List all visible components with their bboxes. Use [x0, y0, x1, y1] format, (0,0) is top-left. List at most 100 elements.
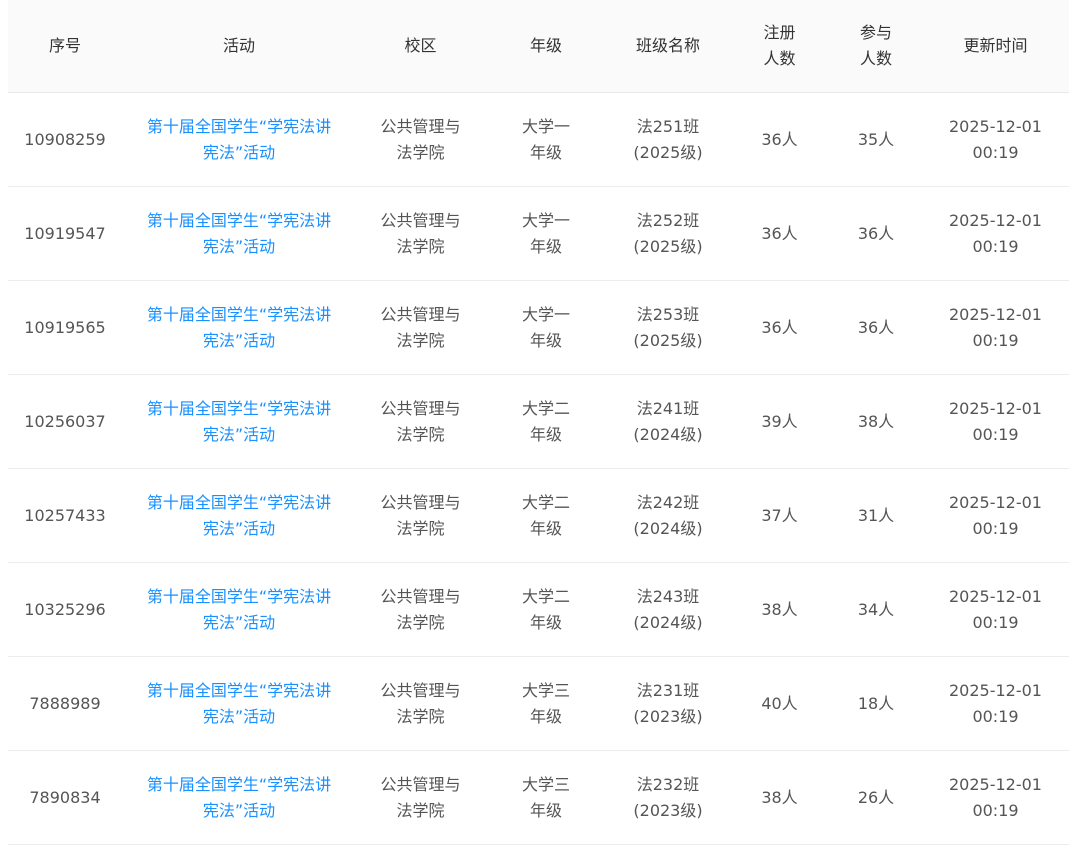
participated-count: 31人: [857, 505, 895, 525]
participated-count-cell: 36人: [830, 280, 922, 375]
updated-time: 2025-12-01 00:19: [949, 398, 1042, 444]
updated-time: 2025-12-01 00:19: [949, 116, 1042, 162]
row-id-cell: 7888989: [8, 656, 122, 751]
header-grade[interactable]: 年级: [485, 0, 607, 93]
updated-time-cell: 2025-12-01 00:19: [922, 374, 1069, 469]
header-campus[interactable]: 校区: [356, 0, 485, 93]
registered-count-cell: 36人: [729, 92, 830, 187]
class-name: 法243班(2024级): [633, 586, 703, 632]
updated-time: 2025-12-01 00:19: [949, 304, 1042, 350]
table-row: 7888989 第十届全国学生“学宪法讲宪法”活动 公共管理与法学院 大学三年级 法23…: [8, 656, 1069, 751]
row-id-cell: 10257433: [8, 468, 122, 563]
activity-link[interactable]: 第十届全国学生“学宪法讲宪法”活动: [146, 774, 332, 820]
participated-count-cell: 26人: [830, 750, 922, 845]
table-row: 10908259 第十届全国学生“学宪法讲宪法”活动 公共管理与法学院 大学一年级 法2…: [8, 92, 1069, 187]
updated-time: 2025-12-01 00:19: [949, 586, 1042, 632]
registered-count-cell: 38人: [729, 750, 830, 845]
participated-count-cell: 18人: [830, 656, 922, 751]
activity-link[interactable]: 第十届全国学生“学宪法讲宪法”活动: [146, 210, 332, 256]
activity-link[interactable]: 第十届全国学生“学宪法讲宪法”活动: [146, 304, 332, 350]
row-id-cell: 10908259: [8, 92, 122, 187]
class-name-cell: 法241班(2024级): [607, 374, 729, 469]
registered-count-cell: 38人: [729, 562, 830, 657]
header-class-name[interactable]: 班级名称: [607, 0, 729, 93]
header-id[interactable]: 序号: [8, 0, 122, 93]
updated-time: 2025-12-01 00:19: [949, 774, 1042, 820]
table-header-row: 序号 活动 校区 年级 班级名称 注册人数 参与人数 更新时间: [8, 0, 1069, 93]
class-name-cell: 法231班(2023级): [607, 656, 729, 751]
header-participated[interactable]: 参与人数: [830, 0, 922, 93]
activity-link[interactable]: 第十届全国学生“学宪法讲宪法”活动: [146, 116, 332, 162]
row-id: 7890834: [29, 787, 101, 807]
grade-cell: 大学一年级: [485, 92, 607, 187]
participated-count-cell: 31人: [830, 468, 922, 563]
registered-count-cell: 36人: [729, 186, 830, 281]
class-name: 法242班(2024级): [633, 492, 703, 538]
activity-link-cell: 第十届全国学生“学宪法讲宪法”活动: [122, 92, 356, 187]
registered-count-cell: 40人: [729, 656, 830, 751]
campus: 公共管理与法学院: [380, 304, 461, 350]
campus-cell: 公共管理与法学院: [356, 186, 485, 281]
row-id-cell: 10919547: [8, 186, 122, 281]
campus-cell: 公共管理与法学院: [356, 562, 485, 657]
grade-cell: 大学一年级: [485, 186, 607, 281]
row-id: 10325296: [24, 599, 106, 619]
header-updated[interactable]: 更新时间: [922, 0, 1069, 93]
grade: 大学三年级: [521, 680, 570, 726]
participated-count: 36人: [857, 223, 895, 243]
activity-link[interactable]: 第十届全国学生“学宪法讲宪法”活动: [146, 492, 332, 538]
activity-link-cell: 第十届全国学生“学宪法讲宪法”活动: [122, 186, 356, 281]
updated-time-cell: 2025-12-01 00:19: [922, 280, 1069, 375]
campus: 公共管理与法学院: [380, 774, 461, 820]
activity-link-cell: 第十届全国学生“学宪法讲宪法”活动: [122, 562, 356, 657]
row-id: 10256037: [24, 411, 106, 431]
activity-link-cell: 第十届全国学生“学宪法讲宪法”活动: [122, 750, 356, 845]
grade: 大学二年级: [521, 398, 570, 444]
campus-cell: 公共管理与法学院: [356, 280, 485, 375]
updated-time-cell: 2025-12-01 00:19: [922, 750, 1069, 845]
class-name: 法241班(2024级): [633, 398, 703, 444]
campus: 公共管理与法学院: [380, 492, 461, 538]
header-registered[interactable]: 注册人数: [729, 0, 830, 93]
row-id: 10257433: [24, 505, 106, 525]
class-name: 法251班(2025级): [633, 116, 703, 162]
grade: 大学二年级: [521, 586, 570, 632]
registered-count: 37人: [761, 505, 798, 525]
table-row: 10325296 第十届全国学生“学宪法讲宪法”活动 公共管理与法学院 大学二年级 法2…: [8, 562, 1069, 657]
table-row: 10257433 第十届全国学生“学宪法讲宪法”活动 公共管理与法学院 大学二年级 法2…: [8, 468, 1069, 563]
campus-cell: 公共管理与法学院: [356, 468, 485, 563]
activity-link[interactable]: 第十届全国学生“学宪法讲宪法”活动: [146, 680, 332, 726]
registered-count: 39人: [761, 411, 798, 431]
updated-time: 2025-12-01 00:19: [949, 210, 1042, 256]
row-id-cell: 10256037: [8, 374, 122, 469]
activity-link-cell: 第十届全国学生“学宪法讲宪法”活动: [122, 656, 356, 751]
class-name-cell: 法242班(2024级): [607, 468, 729, 563]
class-name-cell: 法232班(2023级): [607, 750, 729, 845]
activity-link[interactable]: 第十届全国学生“学宪法讲宪法”活动: [146, 586, 332, 632]
grade: 大学二年级: [521, 492, 570, 538]
class-participation-table: 序号 活动 校区 年级 班级名称 注册人数 参与人数 更新时间 10908259…: [8, 0, 1069, 845]
participated-count: 36人: [857, 317, 895, 337]
participated-count-cell: 36人: [830, 186, 922, 281]
updated-time: 2025-12-01 00:19: [949, 492, 1042, 538]
grade-cell: 大学三年级: [485, 750, 607, 845]
class-name: 法232班(2023级): [633, 774, 703, 820]
campus: 公共管理与法学院: [380, 116, 461, 162]
grade-cell: 大学三年级: [485, 656, 607, 751]
header-activity[interactable]: 活动: [122, 0, 356, 93]
updated-time: 2025-12-01 00:19: [949, 680, 1042, 726]
campus-cell: 公共管理与法学院: [356, 750, 485, 845]
row-id-cell: 10919565: [8, 280, 122, 375]
activity-link[interactable]: 第十届全国学生“学宪法讲宪法”活动: [146, 398, 332, 444]
updated-time-cell: 2025-12-01 00:19: [922, 186, 1069, 281]
grade: 大学三年级: [521, 774, 570, 820]
grade-cell: 大学二年级: [485, 562, 607, 657]
row-id: 10919565: [24, 317, 106, 337]
campus: 公共管理与法学院: [380, 680, 461, 726]
row-id: 7888989: [29, 693, 101, 713]
updated-time-cell: 2025-12-01 00:19: [922, 468, 1069, 563]
updated-time-cell: 2025-12-01 00:19: [922, 656, 1069, 751]
activity-link-cell: 第十届全国学生“学宪法讲宪法”活动: [122, 280, 356, 375]
grade-cell: 大学二年级: [485, 468, 607, 563]
registered-count: 40人: [761, 693, 798, 713]
